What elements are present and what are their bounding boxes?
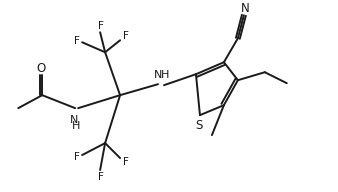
- Text: S: S: [195, 119, 203, 132]
- Text: F: F: [98, 172, 104, 182]
- Text: F: F: [123, 31, 129, 41]
- Text: N: N: [154, 70, 162, 80]
- Text: H: H: [72, 121, 80, 131]
- Text: F: F: [123, 157, 129, 167]
- Text: N: N: [241, 2, 249, 15]
- Text: F: F: [74, 36, 80, 46]
- Text: N: N: [70, 115, 78, 125]
- Text: O: O: [37, 62, 46, 75]
- Text: F: F: [98, 21, 104, 31]
- Text: F: F: [74, 152, 80, 162]
- Text: H: H: [161, 70, 169, 80]
